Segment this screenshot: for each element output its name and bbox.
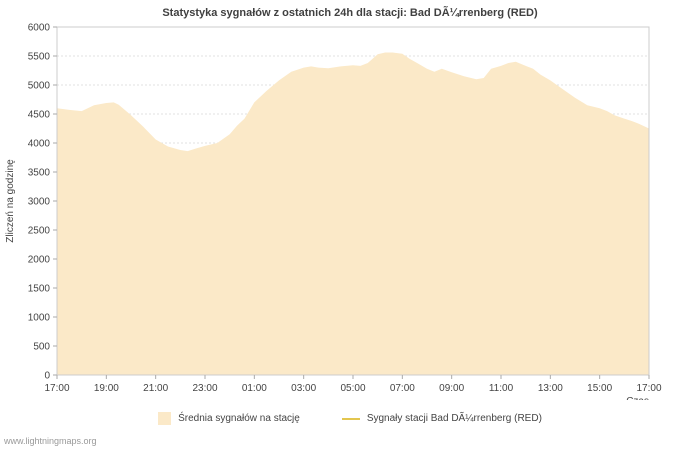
area-series (57, 52, 649, 375)
y-tick-label: 4500 (28, 110, 51, 121)
y-tick-label: 5500 (28, 52, 51, 63)
legend-item-station: Sygnały stacji Bad DÃ¼rrenberg (RED) (341, 413, 542, 424)
x-tick-label: 01:00 (242, 383, 267, 394)
x-tick-label: 19:00 (94, 383, 119, 394)
y-tick-label: 5000 (28, 81, 51, 92)
y-tick-label: 1500 (28, 284, 51, 295)
y-tick-label: 1000 (28, 313, 51, 324)
y-axis-label: Zliczeń na godzinę (5, 159, 16, 243)
y-tick-label: 6000 (28, 23, 51, 34)
legend-item-average: Średnia sygnałów na stację (158, 412, 300, 425)
chart-title: Statystyka sygnałów z ostatnich 24h dla … (162, 7, 538, 19)
y-tick-label: 3500 (28, 168, 51, 179)
x-tick-label: 21:00 (143, 383, 168, 394)
legend-label: Średnia sygnałów na stację (178, 413, 300, 424)
y-tick-label: 4000 (28, 139, 51, 150)
x-tick-label: 09:00 (439, 383, 464, 394)
y-tick-label: 3000 (28, 197, 51, 208)
x-tick-label: 17:00 (636, 383, 661, 394)
x-tick-label: 15:00 (587, 383, 612, 394)
area-swatch-icon (158, 412, 172, 425)
y-tick-label: 500 (33, 342, 50, 353)
y-tick-label: 0 (44, 371, 50, 382)
line-swatch-icon (341, 417, 360, 420)
x-tick-label: 05:00 (340, 383, 365, 394)
x-tick-label: 13:00 (538, 383, 563, 394)
x-tick-label: 11:00 (489, 383, 514, 394)
watermark-link[interactable]: www.lightningmaps.org (4, 436, 97, 446)
legend-label: Sygnały stacji Bad DÃ¼rrenberg (RED) (366, 413, 542, 424)
x-axis-label: Czas (626, 396, 649, 400)
chart-canvas: 0 500 1000 1500 2000 2500 3000 3500 4000 4500 5000… (5, 23, 662, 401)
y-tick-label: 2500 (28, 226, 51, 237)
x-tick-label: 23:00 (192, 383, 217, 394)
y-tick-label: 2000 (28, 255, 51, 266)
x-tick-label: 07:00 (390, 383, 415, 394)
chart-legend: Średnia sygnałów na stację Sygnały stacj… (0, 412, 700, 425)
x-tick-label: 03:00 (291, 383, 316, 394)
x-tick-label: 17:00 (44, 383, 69, 394)
